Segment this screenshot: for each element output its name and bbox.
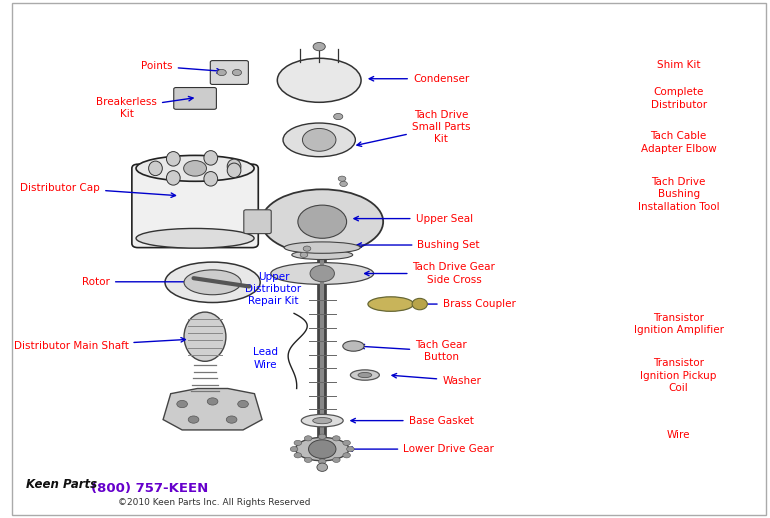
Ellipse shape xyxy=(343,341,364,351)
Ellipse shape xyxy=(313,418,332,424)
Ellipse shape xyxy=(136,228,254,248)
Circle shape xyxy=(333,436,340,441)
Circle shape xyxy=(303,128,336,151)
Ellipse shape xyxy=(166,170,180,185)
Circle shape xyxy=(300,252,308,257)
Circle shape xyxy=(319,459,326,464)
Ellipse shape xyxy=(166,152,180,166)
Circle shape xyxy=(294,440,302,445)
Circle shape xyxy=(343,440,350,445)
Ellipse shape xyxy=(227,163,241,178)
Ellipse shape xyxy=(358,372,372,378)
Ellipse shape xyxy=(204,171,218,186)
Circle shape xyxy=(177,400,187,408)
Circle shape xyxy=(310,265,334,282)
Text: Brass Coupler: Brass Coupler xyxy=(413,299,516,309)
Text: Keen Parts: Keen Parts xyxy=(26,478,97,491)
Circle shape xyxy=(333,457,340,463)
Circle shape xyxy=(340,181,347,186)
Text: Tach Gear
Button: Tach Gear Button xyxy=(360,340,467,363)
Ellipse shape xyxy=(296,437,349,461)
Ellipse shape xyxy=(184,312,226,362)
Text: Rotor: Rotor xyxy=(82,277,193,287)
Text: Upper Seal: Upper Seal xyxy=(354,213,473,224)
Circle shape xyxy=(238,400,249,408)
Circle shape xyxy=(346,447,354,452)
Circle shape xyxy=(226,416,237,423)
Circle shape xyxy=(184,161,206,176)
FancyBboxPatch shape xyxy=(132,164,258,248)
Circle shape xyxy=(294,453,302,458)
Text: Condenser: Condenser xyxy=(369,74,469,84)
Circle shape xyxy=(303,246,311,251)
Text: Base Gasket: Base Gasket xyxy=(351,415,474,426)
Text: Upper
Distributor
Repair Kit: Upper Distributor Repair Kit xyxy=(246,271,302,307)
Circle shape xyxy=(338,176,346,181)
Text: Transistor
Ignition Pickup
Coil: Transistor Ignition Pickup Coil xyxy=(641,358,717,393)
Circle shape xyxy=(298,205,346,238)
Circle shape xyxy=(319,434,326,439)
FancyBboxPatch shape xyxy=(174,88,216,109)
Text: (800) 757-KEEN: (800) 757-KEEN xyxy=(91,482,208,495)
FancyBboxPatch shape xyxy=(210,61,249,84)
Ellipse shape xyxy=(271,263,373,284)
Circle shape xyxy=(313,42,325,51)
Circle shape xyxy=(207,398,218,405)
Ellipse shape xyxy=(350,370,380,380)
Text: Tach Cable
Adapter Elbow: Tach Cable Adapter Elbow xyxy=(641,131,717,154)
Circle shape xyxy=(304,436,312,441)
Text: Complete
Distributor: Complete Distributor xyxy=(651,87,707,110)
Text: Bushing Set: Bushing Set xyxy=(357,240,480,250)
Ellipse shape xyxy=(261,190,383,254)
Ellipse shape xyxy=(184,270,241,295)
Ellipse shape xyxy=(301,414,343,427)
Ellipse shape xyxy=(317,463,327,471)
Ellipse shape xyxy=(412,298,427,310)
Text: Lower Drive Gear: Lower Drive Gear xyxy=(348,444,494,454)
Text: Tach Drive Gear
Side Cross: Tach Drive Gear Side Cross xyxy=(365,262,495,285)
Text: Wire: Wire xyxy=(667,430,691,440)
Text: Transistor
Ignition Amplifier: Transistor Ignition Amplifier xyxy=(634,312,724,335)
Text: Tach Drive
Small Parts
Kit: Tach Drive Small Parts Kit xyxy=(357,109,470,147)
Circle shape xyxy=(290,447,298,452)
Circle shape xyxy=(188,416,199,423)
Text: Distributor Cap: Distributor Cap xyxy=(21,182,176,197)
Ellipse shape xyxy=(227,159,241,174)
Ellipse shape xyxy=(149,161,162,176)
Text: Tach Drive
Bushing
Installation Tool: Tach Drive Bushing Installation Tool xyxy=(638,177,719,212)
Circle shape xyxy=(343,453,350,458)
Text: Lead
Wire: Lead Wire xyxy=(253,347,279,370)
Ellipse shape xyxy=(292,250,353,260)
Circle shape xyxy=(217,69,226,76)
Ellipse shape xyxy=(283,123,356,157)
Ellipse shape xyxy=(284,242,360,253)
Text: Distributor Main Shaft: Distributor Main Shaft xyxy=(14,338,186,351)
Ellipse shape xyxy=(165,262,260,303)
Polygon shape xyxy=(163,388,262,430)
Text: Shim Kit: Shim Kit xyxy=(657,60,701,70)
Ellipse shape xyxy=(204,151,218,165)
Circle shape xyxy=(233,69,242,76)
Text: Points: Points xyxy=(141,61,221,73)
Circle shape xyxy=(309,440,336,458)
Ellipse shape xyxy=(277,59,361,103)
Text: ©2010 Keen Parts Inc. All Rights Reserved: ©2010 Keen Parts Inc. All Rights Reserve… xyxy=(118,498,310,507)
FancyBboxPatch shape xyxy=(244,210,271,234)
Text: Breakerless
Kit: Breakerless Kit xyxy=(96,96,193,119)
Ellipse shape xyxy=(368,297,413,311)
Circle shape xyxy=(304,457,312,463)
Text: Washer: Washer xyxy=(392,373,481,386)
Circle shape xyxy=(333,113,343,120)
Ellipse shape xyxy=(136,155,254,181)
